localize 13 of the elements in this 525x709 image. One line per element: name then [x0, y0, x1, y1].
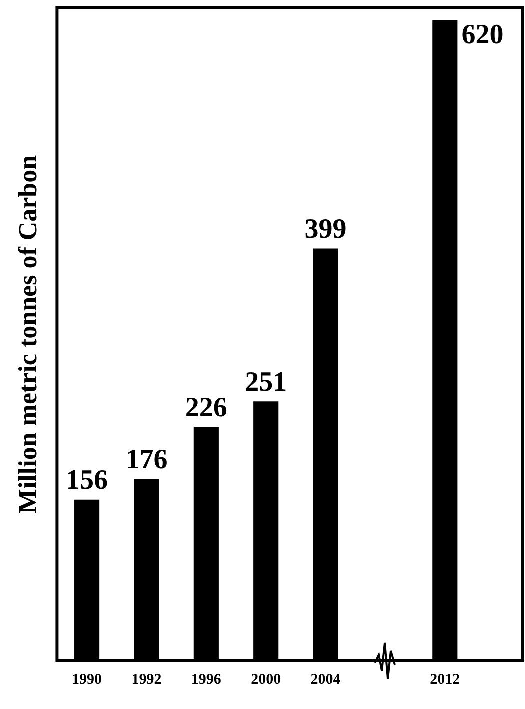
data-label: 399	[304, 214, 347, 245]
data-label: 176	[126, 444, 168, 476]
x-tick-label: 2012	[430, 672, 460, 688]
data-label: 620	[462, 20, 504, 51]
x-tick-label: 1992	[132, 672, 162, 688]
x-tick-label: 1996	[191, 672, 222, 688]
data-label: 251	[245, 366, 288, 398]
x-tick-label: 2000	[251, 672, 282, 688]
y-axis-title: Million metric tonnes of Carbon	[13, 154, 42, 514]
x-tick-label: 1990	[72, 672, 102, 688]
data-label: 156	[66, 465, 108, 496]
data-label: 226	[185, 392, 228, 424]
x-tick-label: 2004	[310, 672, 342, 688]
